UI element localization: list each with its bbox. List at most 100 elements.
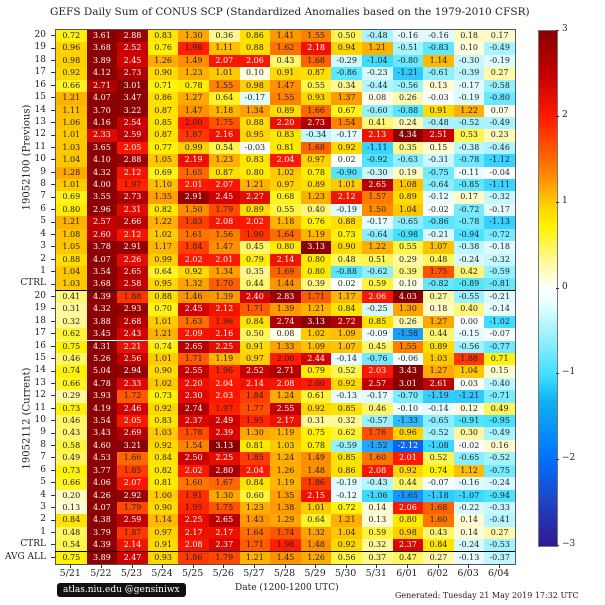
heatmap-cell: -0.57 (362, 415, 393, 428)
heatmap-cell: 0.89 (392, 191, 424, 204)
heatmap-cell: -0.95 (484, 415, 515, 428)
heatmap-cell: 2.61 (423, 377, 454, 391)
heatmap-cell: 1.01 (56, 129, 87, 142)
y-tick (51, 445, 55, 447)
y-tick (51, 97, 55, 99)
x-tick-label: 6/02 (426, 568, 449, 579)
heatmap-cell: 1.35 (147, 191, 179, 204)
heatmap-cell: 0.70 (147, 303, 179, 316)
heatmap-cell: 1.07 (423, 241, 454, 254)
heatmap-cell: 1.49 (178, 54, 209, 68)
heatmap-cell: -0.88 (392, 104, 424, 117)
heatmap-cell: 4.60 (86, 439, 118, 453)
x-tick (192, 564, 194, 568)
row-label: 12 (34, 129, 46, 140)
heatmap-cell: 0.41 (56, 290, 87, 304)
heatmap-cell: -0.62 (362, 265, 393, 279)
heatmap-cell: 0.73 (147, 390, 179, 403)
heatmap-cell: 0.00 (453, 315, 485, 329)
heatmap-cell: 1.32 (178, 278, 209, 291)
heatmap-cell: 1.86 (178, 551, 209, 565)
heatmap-cell: 1.08 (56, 228, 87, 242)
x-tick (131, 564, 133, 568)
heatmap-cell: 0.54 (209, 141, 240, 155)
heatmap-cell: 1.67 (209, 477, 240, 490)
heatmap-cell: 0.92 (300, 402, 332, 415)
row-label: 1 (40, 526, 46, 537)
heatmap-cell: 1.47 (209, 241, 240, 254)
heatmap-cell: 2.43 (117, 328, 148, 341)
heatmap-cell: 0.64 (300, 514, 332, 527)
heatmap-cell: -0.19 (331, 477, 362, 490)
heatmap-cell: 0.08 (362, 92, 393, 105)
heatmap-cell: 1.27 (423, 315, 454, 329)
heatmap-cell: 1.21 (362, 42, 393, 55)
group-label: 19052112 (Current) (21, 367, 33, 470)
heatmap-cell: -0.12 (423, 191, 454, 204)
heatmap-cell: 3.01 (117, 79, 148, 93)
heatmap-cell: 0.74 (56, 365, 87, 378)
heatmap-cell: 2.40 (239, 290, 271, 304)
heatmap-cell: 1.33 (270, 340, 301, 353)
heatmap-cell: -0.59 (484, 265, 515, 279)
heatmap-cell: -0.16 (392, 30, 424, 43)
heatmap-cell: 2.25 (209, 452, 240, 465)
heatmap-cell: 1.88 (117, 290, 148, 304)
heatmap-cell: -0.34 (300, 129, 332, 142)
heatmap-cell: 2.94 (117, 365, 148, 378)
heatmap-cell: 0.92 (331, 539, 362, 552)
heatmap-cell: -0.76 (362, 352, 393, 366)
heatmap-cell: 2.12 (331, 191, 362, 204)
heatmap-cell: 4.39 (86, 539, 118, 552)
heatmap-cell: 2.46 (117, 402, 148, 415)
colorbar-tick-label: −1 (562, 367, 576, 378)
y-tick (51, 345, 55, 347)
row-label: 15 (34, 352, 46, 363)
y-tick (51, 420, 55, 422)
heatmap-cell: 0.78 (300, 166, 332, 180)
heatmap-cell: -0.24 (453, 253, 485, 266)
heatmap-cell: 4.00 (86, 179, 118, 192)
heatmap-cell: 0.26 (392, 315, 424, 329)
heatmap-cell: 2.20 (178, 377, 209, 391)
heatmap-cell: -0.48 (423, 116, 454, 130)
heatmap-cell: 1.04 (56, 154, 87, 167)
y-tick (51, 482, 55, 484)
heatmap-cell: 2.01 (178, 179, 209, 192)
heatmap-cell: 4.34 (392, 129, 424, 142)
heatmap-cell: 2.14 (117, 539, 148, 552)
y-tick (51, 382, 55, 384)
heatmap-cell: 2.00 (270, 352, 301, 366)
heatmap-cell: 2.73 (117, 191, 148, 204)
heatmap-cell: 3.45 (86, 328, 118, 341)
y-tick (51, 184, 55, 186)
heatmap-cell: 2.55 (270, 402, 301, 415)
heatmap-cell: 0.53 (453, 129, 485, 142)
heatmap-cell: 2.59 (117, 129, 148, 142)
row-label: 8 (40, 179, 46, 190)
heatmap-cell: 0.15 (423, 141, 454, 155)
row-label: CTRL (20, 278, 46, 289)
row-label: 18 (34, 315, 46, 326)
heatmap-cell: 0.16 (484, 439, 515, 453)
heatmap-cell: 1.28 (56, 166, 87, 180)
heatmap-cell: 0.85 (362, 315, 393, 329)
heatmap-cell: -0.07 (423, 477, 454, 490)
heatmap-cell: 0.39 (392, 265, 424, 279)
y-tick (51, 47, 55, 49)
heatmap-cell: 1.09 (300, 340, 332, 353)
heatmap-cell: 1.04 (453, 365, 485, 378)
heatmap-cell: 2.56 (117, 352, 148, 366)
heatmap-cell: 0.75 (56, 551, 87, 565)
heatmap-cell: 0.87 (147, 104, 179, 117)
heatmap-cell: 3.47 (117, 92, 148, 105)
colorbar-tick (556, 287, 559, 289)
heatmap-cell: 1.45 (270, 551, 301, 565)
y-tick (51, 72, 55, 74)
heatmap-cell: 1.39 (209, 290, 240, 304)
heatmap-cell: 0.64 (209, 92, 240, 105)
heatmap-cell: 4.16 (86, 116, 118, 130)
row-label: 16 (34, 79, 46, 90)
heatmap-cell: -0.88 (331, 265, 362, 279)
